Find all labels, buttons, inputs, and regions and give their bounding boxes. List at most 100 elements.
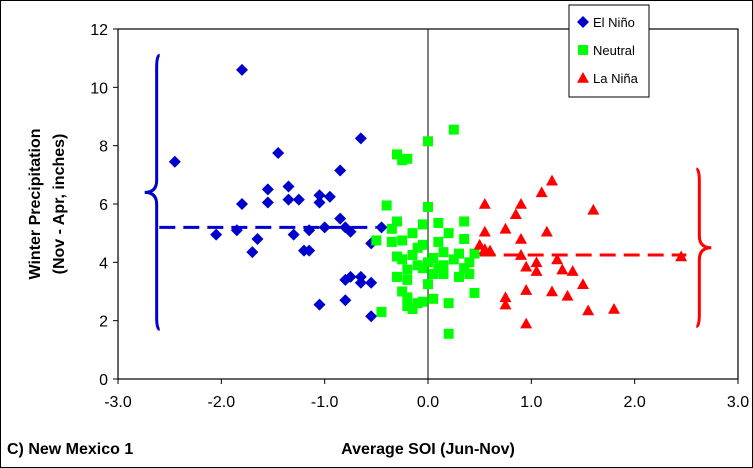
y-tick-label: 10 — [90, 80, 108, 97]
data-point — [433, 236, 444, 247]
legend-label: El Niño — [593, 15, 635, 30]
legend: El Niño Neutral La Niña — [568, 4, 650, 98]
data-point — [412, 260, 423, 271]
data-point — [334, 212, 347, 225]
data-point — [443, 228, 454, 239]
data-point — [469, 287, 480, 298]
data-point — [459, 263, 470, 274]
data-point — [423, 136, 433, 147]
data-point — [556, 263, 569, 275]
x-tick-label: 1.0 — [520, 394, 542, 411]
y-tick-label: 0 — [99, 372, 108, 389]
data-point — [417, 239, 428, 250]
data-point — [428, 252, 439, 263]
data-point — [318, 221, 331, 234]
y-tick-label: 8 — [99, 139, 108, 156]
data-point — [236, 198, 248, 210]
data-point — [375, 221, 388, 234]
data-point — [386, 236, 397, 247]
data-point — [478, 198, 491, 209]
y-tick-label: 2 — [99, 314, 108, 331]
data-point — [230, 224, 243, 237]
x-tick-label: 3.0 — [727, 394, 749, 411]
data-point — [520, 260, 533, 272]
data-point — [407, 250, 418, 261]
data-point — [313, 196, 326, 209]
data-point — [344, 225, 357, 238]
data-point — [417, 263, 428, 274]
data-point — [397, 155, 408, 166]
data-point — [540, 225, 553, 237]
data-point — [381, 200, 392, 211]
data-point — [412, 242, 423, 253]
data-point — [530, 265, 543, 276]
data-point — [454, 248, 464, 259]
data-point — [407, 304, 418, 314]
data-point — [365, 276, 378, 289]
data-point — [454, 271, 464, 282]
data-point — [246, 246, 259, 259]
data-point — [313, 298, 326, 311]
data-point — [344, 270, 357, 283]
data-point — [546, 285, 558, 297]
data-point — [438, 260, 449, 271]
data-point — [535, 186, 548, 198]
data-point — [210, 228, 223, 241]
legend-marker — [578, 45, 588, 55]
data-point — [582, 304, 595, 316]
data-point — [473, 238, 486, 250]
data-point — [587, 203, 600, 215]
data-point — [313, 189, 326, 202]
data-point — [292, 193, 305, 206]
data-point — [392, 251, 402, 262]
data-point — [261, 183, 274, 196]
range-brace — [695, 167, 712, 328]
data-point — [551, 253, 564, 265]
data-point — [423, 201, 433, 212]
y-axis-title-line-1: Winter Precipitation — [27, 129, 44, 280]
data-point — [443, 298, 454, 309]
data-point — [402, 153, 413, 164]
data-point — [438, 269, 449, 279]
data-point — [515, 233, 527, 244]
data-point — [392, 149, 402, 160]
data-point — [402, 292, 413, 303]
data-point — [428, 269, 439, 279]
legend-label: La Niña — [593, 71, 639, 86]
data-point — [577, 278, 589, 290]
data-point — [323, 190, 336, 203]
range-braces — [144, 53, 712, 331]
data-point — [520, 284, 533, 295]
x-tick-label: -1.0 — [311, 394, 339, 411]
data-point — [484, 244, 496, 256]
data-point — [303, 244, 316, 257]
x-tick-label: 2.0 — [624, 394, 646, 411]
data-point — [365, 310, 378, 323]
range-brace — [144, 53, 161, 331]
data-point — [443, 328, 454, 339]
data-point — [397, 254, 408, 265]
data-point — [282, 193, 295, 206]
y-axis-title-line-2: (Nov - Apr, inches) — [51, 134, 68, 275]
data-point — [339, 294, 352, 307]
data-point — [261, 196, 274, 209]
y-tick-label: 4 — [99, 255, 108, 272]
data-point — [407, 228, 418, 239]
data-point — [561, 289, 574, 301]
data-point — [433, 217, 444, 228]
data-point — [546, 174, 558, 186]
data-point — [392, 216, 402, 227]
data-point — [251, 233, 264, 245]
data-point — [675, 250, 688, 262]
data-point — [478, 225, 491, 237]
data-point — [464, 257, 475, 268]
data-point — [423, 279, 433, 290]
data-points — [168, 63, 688, 339]
data-point — [402, 274, 413, 285]
data-point — [566, 265, 579, 276]
data-point — [464, 269, 475, 279]
data-point — [397, 235, 408, 246]
data-point — [334, 164, 347, 177]
